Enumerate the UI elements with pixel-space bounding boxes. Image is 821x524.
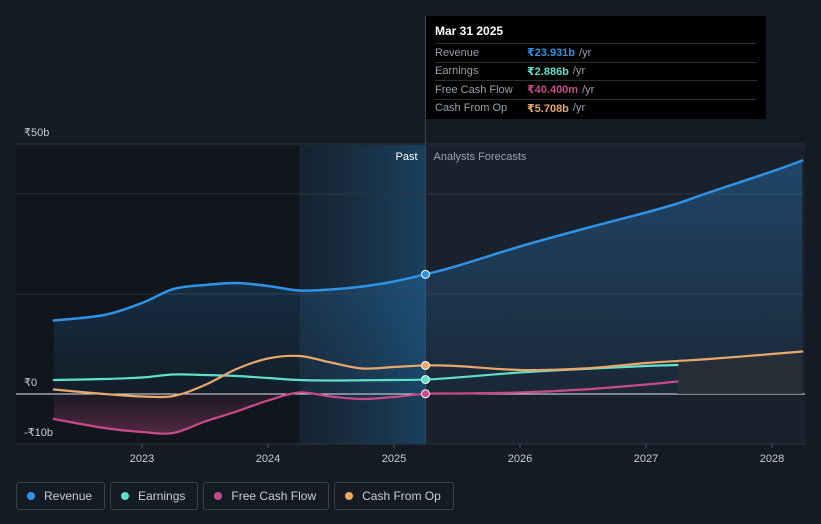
tooltip-value: ₹2.886b [527, 65, 569, 78]
cash-from-op-marker [421, 360, 430, 370]
cash-from-op-forecast-area [677, 351, 803, 394]
legend-item-earnings[interactable]: Earnings [110, 482, 199, 510]
free-cash-flow-marker [421, 389, 430, 399]
cash-from-op-line [52, 350, 804, 399]
legend-label: Cash From Op [362, 489, 441, 503]
tooltip-value: ₹23.931b [527, 47, 576, 60]
tooltip-label: Free Cash Flow [435, 83, 513, 96]
tooltip: Mar 31 2025 Revenue ₹23.931b /yr Earning… [426, 16, 766, 119]
tooltip-unit: /yr [572, 65, 586, 78]
legend-label: Earnings [138, 489, 186, 503]
forecast-label: Analysts Forecasts [434, 151, 527, 163]
legend-item-cash-from-op[interactable]: Cash From Op [334, 482, 454, 510]
tooltip-value: ₹40.400m [527, 84, 579, 97]
y-tick-label: ₹0 [24, 377, 37, 389]
legend-label: Free Cash Flow [231, 489, 317, 503]
legend-dot-icon [121, 492, 130, 500]
tooltip-unit: /yr [579, 46, 592, 59]
earnings-line [52, 363, 679, 382]
tooltip-row-earnings: Earnings ₹2.886b /yr [435, 61, 757, 81]
tooltip-date: Mar 31 2025 [435, 24, 504, 38]
past-label: Past [395, 151, 417, 163]
earnings-marker [421, 375, 430, 385]
tooltip-label: Earnings [435, 65, 479, 78]
free-cash-flow-line [52, 380, 679, 435]
tooltip-label: Cash From Op [435, 102, 508, 115]
free-cash-flow-area [53, 392, 300, 434]
legend-dot-icon [27, 492, 35, 500]
legend-item-revenue[interactable]: Revenue [16, 482, 106, 510]
tooltip-row-revenue: Revenue ₹23.931b /yr [435, 43, 757, 62]
x-tick-label: 2028 [760, 453, 784, 465]
x-tick-label: 2025 [382, 453, 406, 465]
legend-dot-icon [345, 492, 354, 500]
tooltip-row-cash-from-op: Cash From Op ₹5.708b /yr [435, 98, 757, 118]
tooltip-label: Revenue [435, 46, 480, 59]
x-tick-label: 2024 [256, 453, 280, 465]
legend: Revenue Earnings Free Cash Flow Cash Fro… [16, 482, 454, 510]
tooltip-unit: /yr [572, 102, 586, 115]
tooltip-unit: /yr [582, 83, 595, 96]
tooltip-row-free-cash-flow: Free Cash Flow ₹40.400m /yr [435, 80, 757, 99]
x-tick-label: 2023 [130, 453, 154, 465]
legend-label: Revenue [44, 489, 93, 503]
tooltip-value: ₹5.708b [527, 102, 569, 115]
legend-item-free-cash-flow[interactable]: Free Cash Flow [203, 482, 330, 510]
y-tick-label: -₹10b [24, 427, 53, 439]
x-tick-label: 2026 [508, 453, 532, 465]
revenue-marker [421, 269, 430, 279]
legend-dot-icon [214, 492, 223, 500]
revenue-line [52, 159, 804, 322]
x-tick-label: 2027 [634, 453, 658, 465]
y-tick-label: ₹50b [24, 127, 49, 139]
